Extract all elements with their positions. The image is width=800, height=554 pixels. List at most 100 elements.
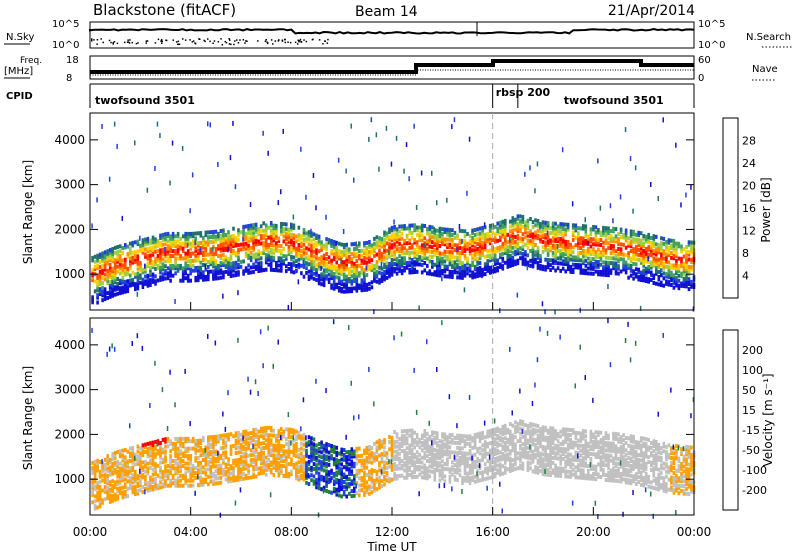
heatmap-cell	[458, 251, 462, 255]
heatmap-cell	[441, 239, 444, 244]
heatmap-cell	[526, 240, 530, 245]
heatmap-cell	[184, 239, 187, 244]
heatmap-cell	[685, 279, 688, 284]
heatmap-cell	[443, 266, 447, 271]
heatmap-cell	[592, 237, 595, 242]
heatmap-cell	[353, 249, 356, 254]
heatmap-cell	[451, 250, 454, 255]
heatmap-cell	[554, 246, 557, 251]
heatmap-cell	[199, 460, 203, 465]
heatmap-cell	[156, 483, 160, 488]
heatmap-cell	[262, 246, 265, 250]
heatmap-cell	[212, 257, 215, 262]
heatmap-cell	[141, 240, 145, 245]
heatmap-cell	[577, 253, 580, 258]
heatmap-cell	[285, 264, 288, 269]
heatmap-cell	[189, 241, 192, 246]
heatmap-cell	[219, 268, 223, 273]
heatmap-cell	[345, 465, 348, 469]
heatmap-cell	[307, 242, 311, 247]
heatmap-cell	[488, 228, 492, 233]
heatmap-cell	[146, 441, 150, 446]
heatmap-cell	[212, 459, 215, 464]
heatmap-cell	[320, 487, 323, 492]
nsearch-point	[112, 43, 114, 45]
heatmap-cell	[320, 242, 323, 247]
heatmap-cell	[561, 244, 565, 249]
heatmap-cell	[277, 248, 281, 253]
heatmap-cell	[144, 269, 147, 274]
heatmap-cell	[254, 222, 258, 227]
heatmap-cell	[604, 273, 608, 277]
heatmap-cell	[330, 273, 333, 278]
heatmap-cell	[577, 245, 580, 250]
heatmap-cell	[584, 231, 588, 236]
heatmap-cell	[151, 443, 155, 447]
heatmap-cell	[330, 283, 333, 288]
heatmap-cell	[544, 247, 547, 252]
heatmap-cell	[363, 478, 366, 483]
heatmap-cell	[451, 238, 454, 242]
heatmap-cell	[388, 247, 391, 252]
heatmap-cell	[121, 270, 125, 275]
heatmap-cell	[355, 268, 359, 273]
heatmap-cell	[169, 464, 172, 468]
heatmap-cell	[617, 271, 620, 276]
heatmap-cell	[353, 276, 356, 281]
heatmap-cell	[264, 240, 268, 245]
heatmap-cell	[544, 223, 547, 228]
heatmap-cell	[350, 380, 352, 386]
heatmap-cell	[176, 439, 180, 444]
heatmap-cell	[239, 432, 243, 437]
heatmap-cell	[373, 271, 376, 276]
heatmap-cell	[363, 448, 366, 453]
heatmap-cell	[113, 268, 117, 272]
heatmap-cell	[264, 465, 268, 470]
heatmap-cell	[139, 478, 142, 483]
heatmap-cell	[463, 273, 467, 278]
heatmap-cell	[121, 490, 125, 495]
heatmap-cell	[650, 260, 653, 265]
heatmap-cell	[609, 203, 612, 209]
heatmap-cell	[642, 263, 645, 268]
heatmap-cell	[365, 460, 369, 465]
heatmap-cell	[297, 448, 301, 452]
heatmap-cell	[244, 434, 248, 439]
heatmap-cell	[209, 437, 213, 442]
heatmap-cell	[405, 241, 409, 246]
heatmap-cell	[310, 265, 313, 270]
heatmap-cell	[647, 264, 650, 269]
heatmap-cell	[113, 460, 117, 465]
heatmap-cell	[290, 462, 293, 467]
heatmap-cell	[342, 275, 346, 279]
heatmap-cell	[501, 224, 505, 229]
heatmap-cell	[282, 429, 286, 434]
heatmap-cell	[219, 470, 223, 475]
heatmap-cell	[380, 262, 383, 268]
heatmap-cell	[262, 436, 265, 441]
heatmap-cell	[186, 456, 190, 461]
heatmap-cell	[594, 232, 598, 237]
heatmap-cell	[108, 287, 112, 292]
heatmap-cell	[300, 458, 303, 463]
heatmap-cell	[453, 235, 457, 240]
heatmap-cell	[506, 232, 510, 237]
heatmap-cell	[237, 445, 240, 450]
heatmap-cell	[194, 471, 197, 475]
heatmap-cell	[91, 500, 94, 505]
heatmap-cell	[350, 447, 354, 452]
heatmap-cell	[355, 254, 359, 259]
heatmap-cell	[363, 278, 366, 283]
heatmap-cell	[202, 258, 205, 262]
heatmap-cell	[259, 236, 263, 241]
heatmap-cell	[297, 265, 301, 270]
heatmap-cell	[420, 226, 424, 231]
heatmap-cell	[212, 481, 215, 486]
heatmap-cell	[229, 479, 233, 483]
heatmap-cell	[493, 259, 497, 264]
heatmap-cell	[546, 250, 550, 255]
heatmap-cell	[234, 241, 238, 246]
heatmap-cell	[607, 265, 610, 270]
heatmap-cell	[264, 233, 268, 238]
heatmap-cell	[418, 233, 421, 237]
